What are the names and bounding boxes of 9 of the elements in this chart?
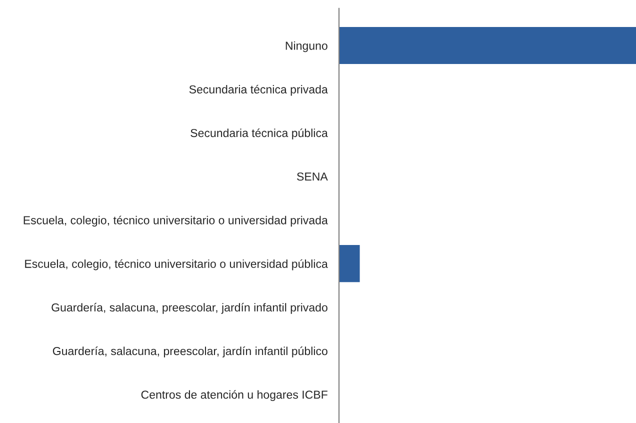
y-tick-label: Centros de atención u hogares ICBF [141, 390, 328, 402]
y-tick-label: Guardería, salacuna, preescolar, jardín infantil privado [52, 302, 328, 314]
y-tick-label: SENA [297, 172, 328, 181]
y-tick-label: Escuela, colegio, técnico universitario o universidad privada [24, 216, 328, 227]
y-tick-label: Secundaria técnica privada [189, 84, 328, 96]
y-tick-label: Guardería, salacuna, preescolar, jardín infantil público [52, 346, 328, 358]
y-tick-label: Secundaria técnica pública [190, 128, 328, 140]
y-tick-label: Ninguno [286, 41, 328, 52]
y-tick-label: Escuela, colegio, técnico universitario o universidad pública [25, 259, 328, 270]
